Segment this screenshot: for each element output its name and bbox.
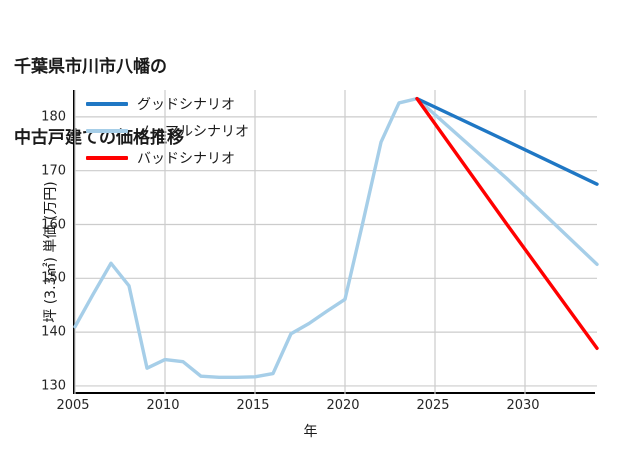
chart-title-line-1: 千葉県市川市八幡の bbox=[14, 56, 167, 77]
legend-item-label: バッドシナリオ bbox=[137, 150, 235, 167]
legend-color-swatch bbox=[86, 155, 128, 160]
y-axis-label: 坪 (3.3㎡) 単価 (万円) bbox=[43, 181, 59, 323]
y-tick-label: 160 bbox=[41, 217, 66, 232]
x-tick-label: 2010 bbox=[146, 398, 180, 413]
y-tick-label: 150 bbox=[41, 270, 66, 286]
legend-color-swatch bbox=[86, 101, 128, 106]
chart-title: 千葉県市川市八幡の 中古戸建ての価格推移 bbox=[14, 8, 184, 198]
series-line bbox=[415, 96, 599, 186]
series-line bbox=[73, 96, 599, 380]
x-axis-label: 年 bbox=[303, 424, 318, 440]
legend-color-swatch bbox=[86, 128, 128, 133]
legend-item-label: グッドシナリオ bbox=[137, 96, 235, 113]
x-tick-label: 2015 bbox=[236, 398, 270, 413]
x-tick-label: 2005 bbox=[56, 398, 90, 413]
legend-item[interactable]: グッドシナリオ bbox=[86, 90, 301, 117]
y-tick-label: 130 bbox=[41, 378, 66, 394]
y-tick-label: 170 bbox=[41, 163, 66, 179]
legend-item-label: ノーマルシナリオ bbox=[137, 123, 249, 140]
x-tick-label: 2025 bbox=[416, 398, 450, 413]
plot-canvas bbox=[73, 90, 599, 394]
chart-legend: グッドシナリオ ノーマルシナリオ バッドシナリオ bbox=[86, 90, 301, 171]
y-tick-label: 180 bbox=[41, 109, 66, 125]
y-axis-label-host: 坪 (3.3㎡) 単価 (万円) bbox=[22, 92, 59, 392]
x-tick-label: 2020 bbox=[326, 398, 360, 413]
legend-item[interactable]: ノーマルシナリオ bbox=[86, 117, 301, 144]
legend-item[interactable]: バッドシナリオ bbox=[86, 144, 301, 171]
chart-title-line-2: 中古戸建ての価格推移 bbox=[14, 127, 184, 148]
plot-area bbox=[73, 90, 599, 394]
y-tick-label: 140 bbox=[41, 324, 66, 340]
series-line bbox=[415, 96, 599, 350]
x-tick-label: 2030 bbox=[506, 398, 540, 413]
